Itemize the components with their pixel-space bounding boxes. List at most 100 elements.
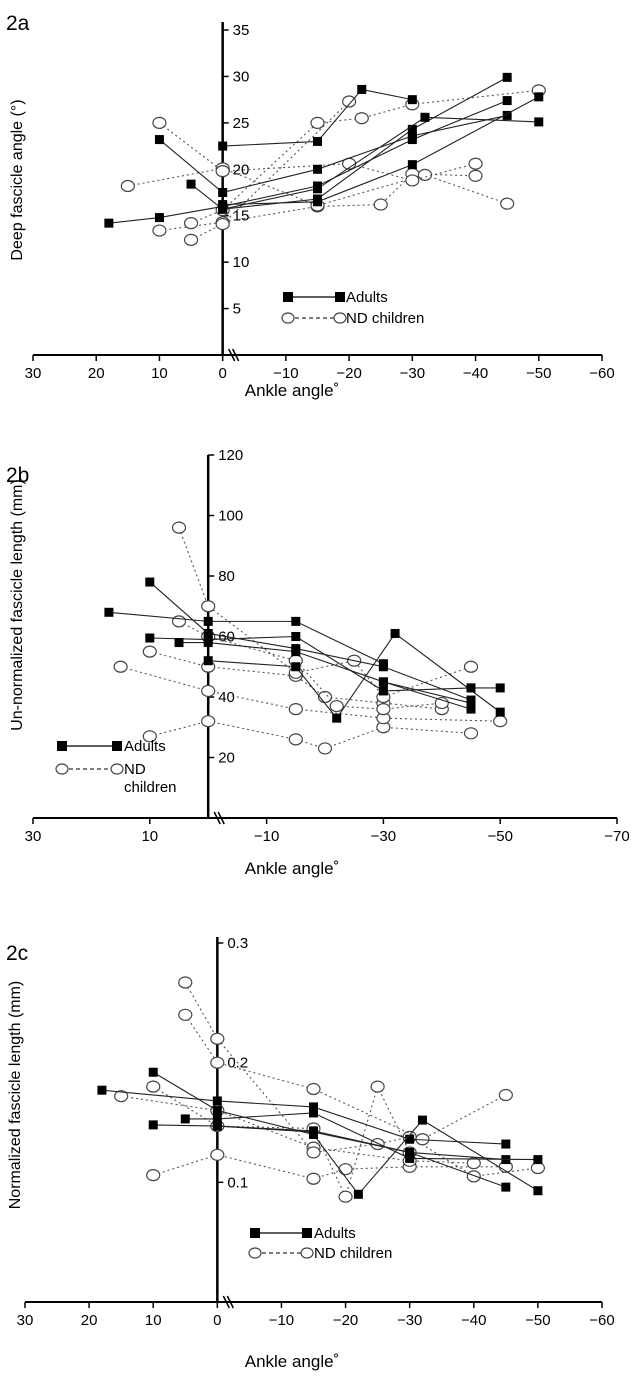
x-tick-label: −10 <box>269 1312 294 1329</box>
series-nd-children-10 <box>171 521 479 704</box>
series-line <box>108 100 508 224</box>
data-point-adult <box>218 141 228 151</box>
series-line <box>178 527 472 698</box>
data-point-child <box>468 169 483 182</box>
series-line <box>222 96 540 206</box>
data-point-adult <box>154 135 164 145</box>
data-point-child <box>201 715 216 728</box>
data-point-adult <box>357 84 367 94</box>
data-point-adult <box>378 662 388 672</box>
series-line <box>149 635 472 692</box>
data-point-child <box>317 742 333 755</box>
legend-marker-child <box>55 763 69 775</box>
data-point-adult <box>148 1120 158 1130</box>
y-tick-label: 30 <box>233 68 250 85</box>
series-line <box>222 116 539 210</box>
data-point-adult <box>502 72 512 82</box>
data-point-child <box>146 1169 161 1182</box>
data-point-adult <box>407 131 417 141</box>
x-tick-label: −50 <box>526 365 551 382</box>
data-point-child <box>183 217 199 230</box>
data-point-child <box>114 1090 129 1103</box>
series-adults-4 <box>218 92 544 210</box>
panel-2b: 2b Un-normalized fascicle length (mm) An… <box>6 447 630 878</box>
y-axis-title: Un-normalized fascicle length (mm) <box>9 479 26 731</box>
data-point-child <box>152 224 167 237</box>
x-tick-label: −30 <box>397 1312 422 1329</box>
data-point-adult <box>390 628 400 638</box>
series-nd-children-10 <box>183 95 357 246</box>
y-tick-label: 25 <box>233 115 250 132</box>
data-point-adult <box>174 638 184 648</box>
y-tick-label: 20 <box>218 750 235 767</box>
data-point-adult <box>378 686 388 696</box>
series-line <box>149 720 472 750</box>
data-point-adult <box>407 160 417 170</box>
x-tick-label: −20 <box>336 365 361 382</box>
series-nd-children-8 <box>178 976 545 1183</box>
series-adults-1 <box>154 110 512 197</box>
data-point-child <box>310 116 325 129</box>
x-axis-title: Ankle angle˚ <box>245 1352 340 1371</box>
x-tick-label: −50 <box>487 828 512 845</box>
data-point-adult <box>203 638 213 648</box>
data-point-child <box>434 696 449 710</box>
data-point-adult <box>291 662 301 672</box>
series-adults-4 <box>203 628 505 723</box>
data-point-adult <box>104 607 114 617</box>
series-nd-children-9 <box>178 1008 513 1146</box>
axis-break-mark <box>222 1295 231 1309</box>
y-tick-label: 80 <box>218 568 235 585</box>
data-point-adult <box>313 164 322 174</box>
data-point-adult <box>502 96 512 106</box>
series-line <box>152 1071 539 1196</box>
legend-marker-adult <box>302 1228 312 1238</box>
data-point-adult <box>332 713 342 723</box>
x-tick-label: −20 <box>333 1312 358 1329</box>
data-point-adult <box>495 707 505 717</box>
data-point-adult <box>212 1114 222 1124</box>
data-point-adult <box>104 218 114 228</box>
series-adults-1 <box>148 1120 511 1165</box>
data-point-adult <box>466 683 476 693</box>
series-line <box>184 1014 507 1140</box>
data-point-child <box>306 1172 321 1185</box>
series-line <box>383 681 472 704</box>
series-adults-4 <box>212 1121 511 1192</box>
y-tick-label: 35 <box>233 22 250 39</box>
series-adults-2 <box>180 1108 543 1165</box>
legend-marker-child <box>300 1247 314 1259</box>
data-point-adult <box>313 197 322 207</box>
x-tick-label: 30 <box>25 828 42 845</box>
axis-break-mark <box>227 348 236 362</box>
x-tick-label: 10 <box>141 828 158 845</box>
legend-label: ND <box>124 761 146 778</box>
data-point-adult <box>407 95 417 105</box>
x-tick-label: 30 <box>17 1312 34 1329</box>
x-tick-label: 0 <box>213 1312 221 1329</box>
data-point-adult <box>145 577 155 587</box>
x-tick-label: −30 <box>400 365 425 382</box>
panel-label: 2b <box>6 464 29 487</box>
x-tick-label: 10 <box>151 365 168 382</box>
x-tick-label: −70 <box>604 828 629 845</box>
data-point-adult <box>417 1115 427 1125</box>
legend-marker-child <box>333 312 347 324</box>
data-point-child <box>466 1170 481 1183</box>
series-nd-children-5 <box>146 1148 513 1185</box>
x-tick-label: 30 <box>25 365 42 382</box>
data-point-adult <box>495 683 505 693</box>
panel-label: 2a <box>6 12 30 35</box>
data-point-adult <box>501 1139 511 1149</box>
data-point-child <box>342 95 357 108</box>
data-point-child <box>178 1008 193 1021</box>
legend-marker-adult <box>250 1228 260 1238</box>
data-point-adult <box>154 213 164 223</box>
series-line <box>108 611 384 665</box>
data-point-adult <box>218 200 228 210</box>
legend-label: Adults <box>314 1225 356 1242</box>
data-point-child <box>530 1161 545 1175</box>
y-tick-label: 0.1 <box>227 1174 248 1191</box>
data-point-child <box>306 1082 321 1096</box>
series-line <box>178 620 442 710</box>
